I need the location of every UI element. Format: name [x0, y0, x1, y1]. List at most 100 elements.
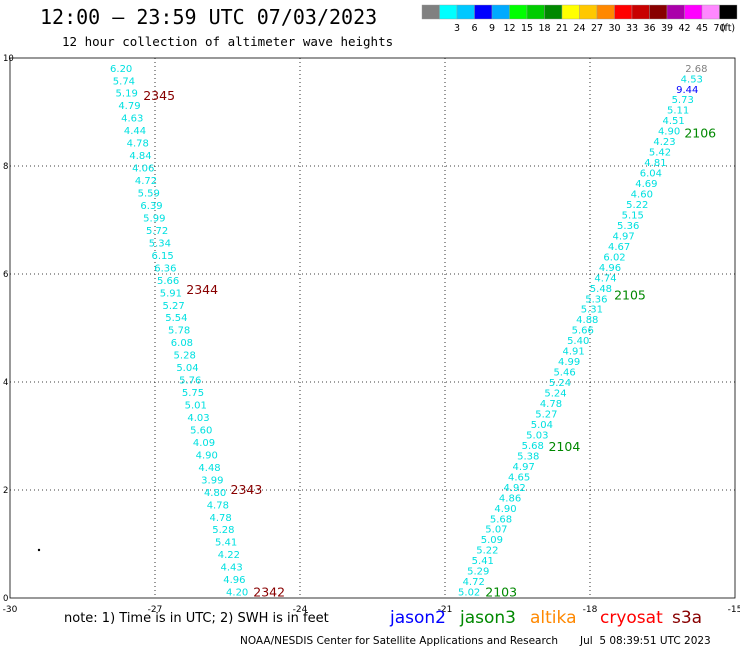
colorbar-tick-label: 39 — [661, 23, 673, 34]
wave-height-label: 4.96 — [599, 263, 621, 274]
legend-jason2: jason2 — [390, 608, 446, 628]
wave-height-label: 5.75 — [182, 388, 204, 399]
wave-height-label: 4.79 — [118, 101, 140, 112]
wave-height-label: 5.09 — [481, 535, 503, 546]
credit-line: NOAA/NESDIS Center for Satellite Applica… — [240, 635, 558, 647]
colorbar-bin — [719, 4, 738, 20]
wave-height-label: 5.68 — [490, 514, 512, 525]
wave-height-label: 5.78 — [168, 326, 190, 337]
wave-height-label: 4.74 — [594, 273, 616, 284]
colorbar-tick-label: 18 — [538, 23, 550, 34]
wave-height-label: 5.38 — [517, 451, 539, 462]
generation-timestamp: Jul 5 08:39:51 UTC 2023 — [580, 635, 711, 647]
wave-height-label: 4.81 — [644, 158, 666, 169]
colorbar-tick-label: 6 — [471, 23, 477, 34]
wave-height-label: 4.78 — [127, 139, 149, 150]
wave-height-label: 6.20 — [110, 64, 132, 75]
wave-height-label: 6.04 — [640, 169, 662, 180]
wave-height-label: 4.86 — [499, 493, 521, 504]
pass-time-label: 2344 — [186, 282, 218, 297]
wave-height-label: 5.27 — [163, 301, 185, 312]
wave-height-label: 5.07 — [485, 525, 507, 536]
longitude-tick-label: -24 — [293, 605, 308, 615]
wave-height-label: 4.09 — [193, 438, 215, 449]
wave-height-label: 5.72 — [146, 226, 168, 237]
wave-height-label: 4.51 — [662, 116, 684, 127]
legend-jason3: jason3 — [460, 608, 516, 628]
wave-height-label: 5.74 — [113, 76, 135, 87]
wave-height-label: 5.22 — [476, 546, 498, 557]
pass-time-label: 2342 — [253, 585, 285, 600]
colorbar-tick-label: 9 — [489, 23, 495, 34]
longitude-tick-label: -18 — [583, 605, 598, 615]
latitude-tick-label: 2 — [3, 486, 8, 496]
wave-height-label: 4.43 — [221, 563, 243, 574]
wave-height-label: 5.54 — [165, 313, 187, 324]
wave-height-label: 5.04 — [531, 420, 553, 431]
wave-height-label: 5.40 — [567, 336, 589, 347]
pass-time-label: 2343 — [231, 482, 263, 497]
colorbar-tick-label: 36 — [643, 23, 655, 34]
wave-height-label: 4.97 — [513, 462, 535, 473]
colorbar-tick-label: 21 — [556, 23, 568, 34]
wave-height-label: 5.46 — [553, 368, 575, 379]
wave-height-label: 4.69 — [635, 179, 657, 190]
wave-height-label: 5.15 — [622, 210, 644, 221]
wave-height-label: 4.78 — [207, 500, 229, 511]
wave-height-label: 5.36 — [585, 294, 607, 305]
pass-time-label: 2104 — [548, 439, 580, 454]
wave-height-label: 4.65 — [508, 472, 530, 483]
latitude-tick-label: 6 — [3, 270, 8, 280]
map-title: 12:00 – 23:59 UTC 07/03/2023 — [40, 5, 378, 29]
wave-height-label: 5.36 — [617, 221, 639, 232]
wave-height-label: 5.59 — [138, 189, 160, 200]
wave-height-label: 4.80 — [204, 488, 226, 499]
wave-height-label: 5.60 — [190, 425, 212, 436]
wave-height-label: 5.24 — [544, 389, 566, 400]
wave-height-label: 5.66 — [572, 326, 594, 337]
colorbar-tick-label: 33 — [626, 23, 638, 34]
wave-height-label: 4.44 — [124, 126, 146, 137]
wave-height-label: 5.03 — [526, 430, 548, 441]
wave-height-label: 5.34 — [149, 238, 171, 249]
wave-height-label: 6.15 — [151, 251, 173, 262]
colorbar-tick-label: 12 — [503, 23, 515, 34]
wave-height-label: 4.92 — [503, 483, 525, 494]
wave-height-label: 5.41 — [215, 538, 237, 549]
wave-height-label: 4.78 — [209, 513, 231, 524]
wave-height-label: 5.68 — [522, 441, 544, 452]
wave-height-label: 5.01 — [185, 401, 207, 412]
colorbar-tick-label: 70 — [713, 23, 725, 34]
latitude-tick-label: 4 — [3, 378, 8, 388]
wave-height-label: 4.90 — [494, 504, 516, 515]
colorbar-tick-label: 3 — [454, 23, 460, 34]
wave-height-label: 4.78 — [540, 399, 562, 410]
latitude-tick-label: 0 — [3, 594, 8, 604]
wave-height-label: 5.11 — [667, 106, 689, 117]
wave-height-label: 4.60 — [631, 190, 653, 201]
wave-height-label: 5.91 — [160, 288, 182, 299]
colorbar-tick-label: 45 — [696, 23, 708, 34]
wave-height-label: 9.44 — [676, 85, 698, 96]
colorbar-tick-label: 24 — [573, 23, 585, 34]
wave-height-label: 5.73 — [672, 95, 694, 106]
wave-height-label: 6.08 — [171, 338, 193, 349]
pass-time-label: 2103 — [485, 585, 517, 600]
pass-time-label: 2106 — [684, 126, 716, 141]
colorbar-tick-label: 30 — [608, 23, 620, 34]
wave-height-label: 5.41 — [472, 556, 494, 567]
wave-height-label: 5.02 — [458, 588, 480, 599]
latitude-tick-label: 8 — [3, 162, 8, 172]
wave-height-label: 4.91 — [563, 347, 585, 358]
longitude-tick-label: -21 — [438, 605, 453, 615]
wave-height-label: 4.20 — [226, 588, 248, 599]
map-subtitle: 12 hour collection of altimeter wave hei… — [62, 34, 394, 49]
wave-height-label: 5.22 — [626, 200, 648, 211]
wave-height-label: 4.96 — [223, 575, 245, 586]
wave-height-label: 4.03 — [187, 413, 209, 424]
wave-height-label: 6.36 — [154, 263, 176, 274]
colorbar-tick-label: 42 — [678, 23, 690, 34]
wave-height-label: 5.66 — [157, 276, 179, 287]
units-note: note: 1) Time is in UTC; 2) SWH is in fe… — [64, 611, 329, 626]
